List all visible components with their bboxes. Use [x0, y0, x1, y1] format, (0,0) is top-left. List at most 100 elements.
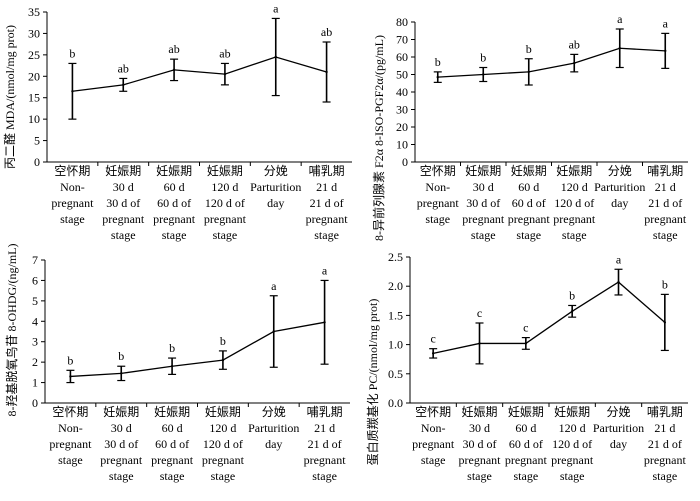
y-tick-label: 60	[396, 50, 408, 64]
category-label: 21 d of	[648, 196, 682, 210]
significance-label: b	[118, 349, 124, 363]
y-axis-label: 8-异前列腺素 F2α 8-ISO-PGF2α/(pg/mL)	[371, 35, 386, 241]
category-label: stage	[421, 453, 446, 467]
category-label: 21 d	[655, 180, 676, 194]
category-label: 21 d of	[310, 196, 344, 210]
category-label: pregnant	[551, 453, 594, 467]
significance-label: c	[477, 306, 482, 320]
category-label: 120 d of	[205, 196, 245, 210]
category-label: 120 d of	[552, 437, 592, 451]
significance-label: b	[69, 46, 75, 60]
y-tick-label: 25	[28, 48, 40, 62]
y-tick-label: 20	[28, 69, 40, 83]
data-point	[69, 375, 72, 378]
data-point	[172, 68, 176, 72]
category-label: 120 d	[561, 180, 588, 194]
panel-3: 0 1 2 3 4 5 6 7 8-羟基脱氧鸟苷 8-OHDG/(ng/mL) 空怀期 Non-pr…	[4, 244, 350, 483]
y-tick-label: 0	[402, 155, 408, 169]
data-point	[663, 321, 667, 324]
category-label: 妊娠期	[103, 405, 139, 419]
category-label: 妊娠期	[105, 164, 141, 178]
y-tick-label: 70	[396, 33, 408, 47]
significance-label: a	[271, 279, 277, 293]
category-label: 120 d of	[554, 196, 594, 210]
data-point	[570, 310, 574, 313]
category-label: pregnant	[49, 437, 92, 451]
data-point	[325, 70, 328, 74]
category-label: pregnant	[204, 212, 247, 226]
data-point	[71, 90, 74, 93]
y-tick-label: 4	[32, 314, 38, 328]
y-tick-label: 35	[28, 5, 40, 19]
category-label: 60 d of	[509, 437, 543, 451]
significance-label: c	[523, 321, 528, 335]
y-tick-label: 2.0	[388, 279, 403, 293]
data-point	[617, 280, 620, 284]
series-line	[70, 321, 325, 378]
category-label: pregnant	[151, 453, 194, 467]
category-label: 60 d of	[155, 437, 189, 451]
data-point	[527, 70, 530, 74]
category-label: 分娩	[606, 405, 630, 419]
category-label: pregnant	[102, 212, 145, 226]
category-label: stage	[60, 212, 85, 226]
category-label: Non-	[60, 180, 85, 194]
category-label: 妊娠期	[511, 164, 547, 178]
category-label: Non-	[58, 421, 83, 435]
category-label: 21 d of	[308, 437, 342, 451]
category-label: 30 d	[111, 421, 132, 435]
y-tick-label: 0.5	[388, 367, 403, 381]
category-label: Non-	[425, 180, 450, 194]
y-tick-label: 15	[28, 91, 40, 105]
significance-label: b	[67, 353, 73, 367]
category-label: 60 d	[515, 421, 536, 435]
data-point	[482, 73, 485, 76]
significance-label: ab	[321, 25, 332, 39]
category-label: stage	[514, 469, 539, 483]
data-point	[664, 49, 667, 53]
category-label: 21 d	[654, 421, 675, 435]
category-label: 分娩	[608, 164, 632, 178]
data-point	[122, 83, 125, 87]
category-label: pregnant	[304, 453, 347, 467]
y-tick-label: 1.0	[388, 338, 403, 352]
y-tick-label: 50	[396, 68, 408, 82]
significance-label: b	[662, 277, 668, 291]
category-label: 哺乳期	[647, 164, 683, 178]
significance-label: a	[663, 16, 669, 30]
category-label: stage	[162, 228, 187, 242]
significance-label: b	[169, 341, 175, 355]
category-label: stage	[111, 228, 136, 242]
category-label: 妊娠期	[207, 164, 243, 178]
category-label: 空怀期	[415, 405, 451, 419]
category-label: 妊娠期	[461, 405, 497, 419]
series-line	[437, 47, 666, 78]
category-label: stage	[213, 228, 238, 242]
category-label: day	[267, 196, 284, 210]
category-label: pregnant	[644, 453, 687, 467]
significance-label: b	[220, 334, 226, 348]
category-label: 妊娠期	[465, 164, 501, 178]
category-label: 60 d	[164, 180, 185, 194]
category-label: 30 d	[469, 421, 490, 435]
category-label: 120 d	[209, 421, 236, 435]
category-label: stage	[312, 469, 337, 483]
category-label: stage	[314, 228, 339, 242]
category-label: stage	[160, 469, 185, 483]
category-label: 30 d	[113, 180, 134, 194]
significance-label: b	[435, 55, 441, 69]
category-label: pregnant	[505, 453, 548, 467]
y-tick-label: 7	[32, 253, 38, 267]
y-tick-label: 40	[396, 85, 408, 99]
category-label: 哺乳期	[647, 405, 683, 419]
data-point	[524, 342, 528, 345]
category-label: pregnant	[417, 196, 460, 210]
category-label: 妊娠期	[205, 405, 241, 419]
category-label: stage	[516, 228, 541, 242]
series-line	[433, 281, 666, 354]
significance-label: ab	[118, 61, 129, 75]
data-point	[478, 342, 481, 345]
category-label: 妊娠期	[556, 164, 592, 178]
significance-label: ab	[569, 37, 580, 51]
